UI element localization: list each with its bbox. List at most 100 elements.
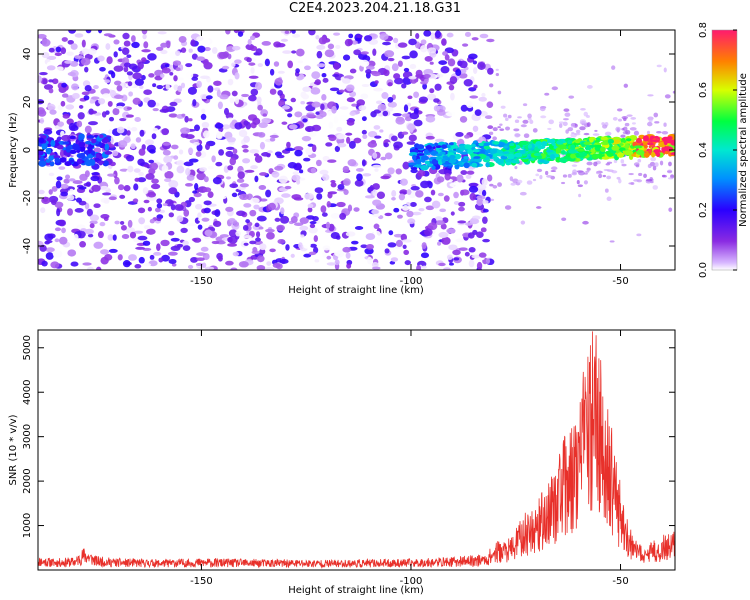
spectrogram-cell xyxy=(396,84,403,93)
spectrogram-cell xyxy=(202,38,211,45)
spectrogram-cell xyxy=(482,142,491,146)
spectrogram-cell xyxy=(284,185,292,190)
spectrogram-cell xyxy=(635,164,640,168)
spectrogram-cell xyxy=(420,39,427,45)
spectrogram-cell xyxy=(156,84,164,90)
spectrogram-cell xyxy=(457,161,462,165)
spectrogram-cell xyxy=(243,234,252,239)
spectrogram-cell xyxy=(227,165,234,171)
spectrogram-cell xyxy=(364,35,373,42)
spectrogram-cell xyxy=(285,244,290,251)
spectrogram-x-tick-label: -50 xyxy=(612,276,628,287)
snr-series-line xyxy=(38,331,675,569)
spectrogram-cell xyxy=(636,149,645,155)
spectrogram-cell xyxy=(202,130,210,139)
spectrogram-cell xyxy=(429,61,434,65)
spectrogram-cell xyxy=(298,242,303,249)
spectrogram-cell xyxy=(372,266,381,270)
spectrogram-cell xyxy=(445,111,456,117)
spectrogram-cell xyxy=(99,185,109,191)
spectrogram-cell xyxy=(431,200,441,209)
spectrogram-cell xyxy=(132,198,139,203)
spectrogram-cell xyxy=(326,255,332,260)
spectrogram-cell xyxy=(449,262,454,266)
spectrogram-cell xyxy=(102,93,111,98)
spectrogram-cell xyxy=(548,138,556,144)
spectrogram-cell xyxy=(244,169,255,173)
spectrogram-cell xyxy=(449,182,460,188)
spectrogram-cell xyxy=(448,163,453,167)
spectrogram-cell xyxy=(287,162,298,169)
spectrogram-cell xyxy=(159,108,170,113)
spectrogram-cell xyxy=(60,47,67,55)
spectrogram-cell xyxy=(204,229,213,237)
spectrogram-cell xyxy=(272,262,281,268)
spectrogram-cell xyxy=(464,251,470,257)
spectrogram-cell xyxy=(468,247,476,253)
spectrogram-cell xyxy=(437,192,444,197)
spectrogram-cell xyxy=(499,128,505,132)
spectrogram-cell xyxy=(141,49,151,53)
spectrogram-cell xyxy=(463,79,473,87)
spectrogram-cell xyxy=(254,155,263,163)
spectrogram-cell xyxy=(664,151,669,155)
spectrogram-cell xyxy=(97,30,103,34)
spectrogram-cell xyxy=(147,206,152,212)
spectrogram-cell xyxy=(269,88,277,95)
spectrogram-cell xyxy=(161,164,169,173)
spectrogram-cell xyxy=(356,34,363,39)
spectrogram-cell xyxy=(509,143,515,147)
spectrogram-cell xyxy=(392,112,402,117)
spectrogram-cell xyxy=(69,135,76,140)
spectrogram-chart: -150 -100 -50 -40 -20 0 20 40 Height of straigh… xyxy=(8,22,749,296)
spectrogram-cell xyxy=(403,67,410,73)
spectrogram-cell xyxy=(291,30,296,34)
spectrogram-cell xyxy=(113,39,120,45)
spectrogram-cell xyxy=(277,70,285,74)
spectrogram-cell xyxy=(162,142,171,146)
spectrogram-cell xyxy=(299,169,304,174)
spectrogram-cell xyxy=(505,126,511,131)
spectrogram-cell xyxy=(373,223,380,230)
spectrogram-cell xyxy=(180,127,191,134)
spectrogram-cell xyxy=(314,187,324,194)
spectrogram-cell xyxy=(643,152,650,158)
spectrogram-cell xyxy=(621,163,627,167)
spectrogram-cell xyxy=(178,149,184,155)
spectrogram-cell xyxy=(294,111,303,118)
spectrogram-cell xyxy=(441,144,448,149)
spectrogram-cell xyxy=(623,83,629,88)
spectrogram-cell xyxy=(48,79,54,83)
spectrogram-cell xyxy=(372,189,378,197)
spectrogram-cell xyxy=(392,37,399,44)
spectrogram-cell xyxy=(586,84,593,89)
spectrogram-cell xyxy=(326,262,337,266)
spectrogram-cell xyxy=(624,150,634,156)
spectrogram-cell xyxy=(119,220,125,225)
spectrogram-cell xyxy=(201,121,210,129)
spectrogram-cell xyxy=(207,165,214,170)
spectrogram-cell xyxy=(57,121,65,127)
spectrogram-cell xyxy=(482,189,487,197)
snr-chart: -150 -100 -50 1000 2000 3000 4000 5000 Height o… xyxy=(8,329,676,596)
spectrogram-cell xyxy=(394,77,404,85)
spectrogram-cell xyxy=(328,134,337,142)
spectrogram-cell xyxy=(401,55,411,60)
spectrogram-cell xyxy=(457,220,467,224)
snr-x-tick-label: -100 xyxy=(400,576,423,587)
spectrogram-cell xyxy=(468,259,475,268)
spectrogram-cell xyxy=(504,159,512,163)
spectrogram-cell xyxy=(423,149,430,155)
spectrogram-cell xyxy=(624,122,630,127)
spectrogram-cell xyxy=(461,43,469,47)
spectrogram-cell xyxy=(97,231,104,239)
spectrogram-cell xyxy=(187,147,194,155)
spectrogram-cell xyxy=(393,141,403,149)
spectrogram-cell xyxy=(267,202,276,211)
spectrogram-cell xyxy=(203,200,212,206)
spectrogram-cell xyxy=(633,145,643,149)
spectrogram-cell xyxy=(415,69,423,78)
spectrogram-cell xyxy=(567,127,574,132)
spectrogram-cell xyxy=(409,202,417,207)
spectrogram-cell xyxy=(271,171,280,178)
